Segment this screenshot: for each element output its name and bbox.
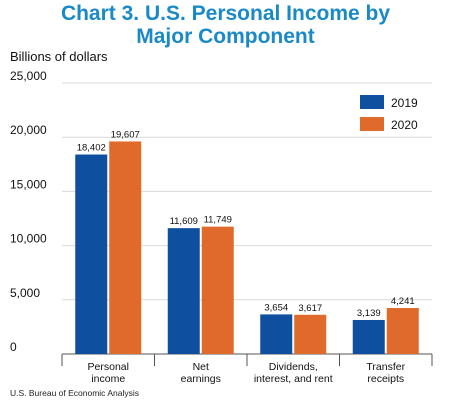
data-label: 3,617 — [298, 303, 322, 314]
legend-swatch-2020 — [360, 117, 384, 131]
bar-2020 — [201, 226, 234, 354]
y-tick-label: 25,000 — [10, 69, 47, 83]
y-tick-label: 0 — [10, 340, 17, 354]
x-tick-label: Transfer — [366, 361, 405, 373]
legend-swatch-2019 — [360, 95, 384, 109]
data-label: 4,241 — [391, 296, 415, 307]
chart-title: Chart 3. U.S. Personal Income by Major C… — [0, 2, 451, 48]
bar-2019 — [75, 154, 108, 354]
legend-label: 2020 — [391, 118, 418, 132]
chart-title-line-1: Chart 3. U.S. Personal Income by — [60, 2, 391, 25]
x-tick-label: interest, and rent — [254, 373, 333, 385]
bar-2019 — [352, 319, 385, 354]
y-tick-label: 10,000 — [10, 232, 47, 246]
data-label: 18,402 — [77, 143, 106, 154]
y-axis-label: Billions of dollars — [10, 49, 108, 64]
y-tick-label: 20,000 — [10, 123, 47, 137]
source-note: U.S. Bureau of Economic Analysis — [10, 388, 139, 398]
x-tick-label: earnings — [181, 373, 221, 385]
x-tick-label: Personal — [88, 361, 129, 373]
x-tick-label: receipts — [367, 373, 404, 385]
data-label: 3,139 — [357, 308, 381, 319]
data-label: 11,749 — [204, 215, 232, 226]
bar-2019 — [260, 314, 293, 354]
data-label: 3,654 — [264, 302, 288, 313]
x-tick-label: Dividends, — [269, 361, 318, 373]
x-tick-label: Net — [193, 361, 209, 373]
bar-2020 — [386, 308, 419, 354]
legend-label: 2019 — [391, 96, 418, 110]
chart-title-line-2: Major Component — [136, 25, 315, 48]
x-tick-label: income — [91, 373, 125, 385]
data-label: 11,609 — [170, 216, 198, 227]
y-tick-label: 15,000 — [10, 177, 47, 191]
bar-2020 — [109, 141, 142, 354]
data-label: 19,607 — [111, 129, 140, 140]
y-tick-label: 5,000 — [10, 286, 40, 300]
bar-2019 — [167, 228, 200, 354]
bar-2020 — [294, 314, 327, 354]
